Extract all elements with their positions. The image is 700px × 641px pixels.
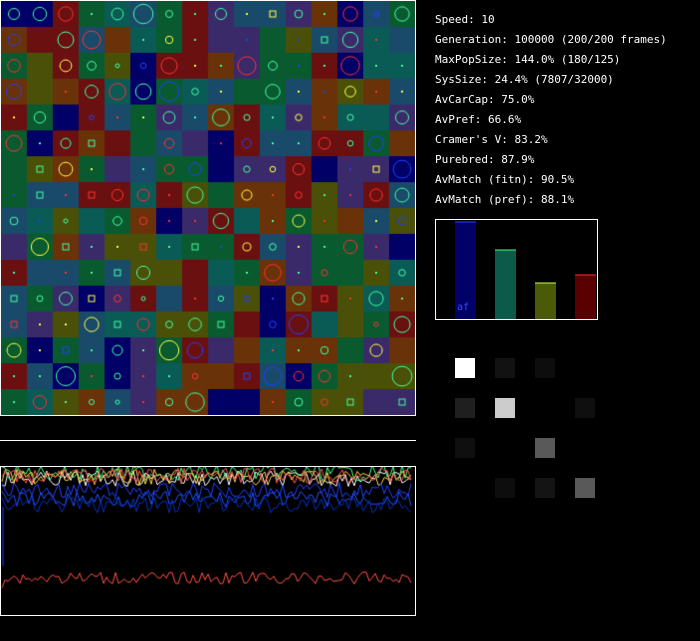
sys-size-readout: SysSize: 24.4% (7807/32000) [435, 73, 614, 86]
av-match-fitn-readout: AvMatch (fitn): 90.5% [435, 173, 575, 186]
matrix-cell [535, 478, 555, 498]
trait-bar-3 [575, 275, 596, 319]
history-plot [0, 466, 416, 616]
speed-readout: Speed: 10 [435, 13, 495, 26]
matrix-cell [495, 438, 515, 458]
divider-line [0, 440, 416, 441]
matrix-cell [575, 398, 595, 418]
trait-bar-panel: af [435, 219, 598, 320]
matrix-cell [495, 478, 515, 498]
matrix-cell [455, 398, 475, 418]
av-car-cap-readout: AvCarCap: 75.0% [435, 93, 535, 106]
av-pref-readout: AvPref: 66.6% [435, 113, 522, 126]
matrix-cell [495, 358, 515, 378]
preference-matrix [435, 338, 598, 501]
matrix-cell [575, 478, 595, 498]
matrix-cell [495, 398, 515, 418]
bar-panel-frame [435, 219, 598, 320]
matrix-cell [575, 438, 595, 458]
population-grid[interactable] [0, 0, 416, 416]
matrix-cell [455, 438, 475, 458]
matrix-cells [455, 358, 595, 498]
matrix-cell [575, 358, 595, 378]
trait-bar-2 [535, 283, 556, 319]
stats-panel: Speed: 10 Generation: 100000 (200/200 fr… [435, 10, 667, 210]
trait-bar-1 [495, 250, 516, 319]
matrix-cell [455, 478, 475, 498]
trait-bar-0 [455, 222, 476, 319]
matrix-cell [535, 438, 555, 458]
matrix-cell [455, 358, 475, 378]
matrix-cell [535, 358, 555, 378]
cramers-v-readout: Cramer's V: 83.2% [435, 133, 548, 146]
bar-panel-label: af [457, 302, 469, 313]
matrix-cell [535, 398, 555, 418]
purebred-readout: Purebred: 87.9% [435, 153, 535, 166]
av-match-pref-readout: AvMatch (pref): 88.1% [435, 193, 575, 206]
max-pop-size-readout: MaxPopSize: 144.0% (180/125) [435, 53, 621, 66]
generation-readout: Generation: 100000 (200/200 frames) [435, 33, 667, 46]
